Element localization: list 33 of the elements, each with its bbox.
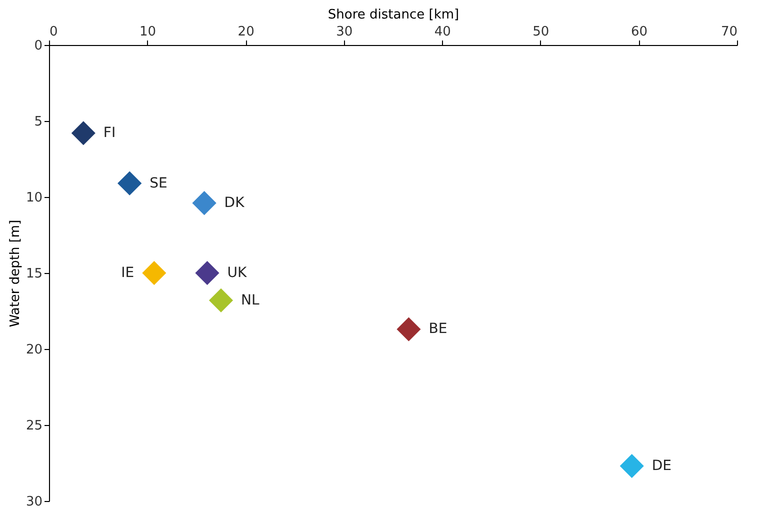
series-label: DE bbox=[652, 458, 672, 474]
y-tick-label: 0 bbox=[34, 38, 42, 54]
x-tick-label: 70 bbox=[720, 24, 738, 40]
y-axis-title: Water depth [m] bbox=[8, 220, 23, 328]
x-axis-title: Shore distance [km] bbox=[328, 8, 460, 22]
series-label: DK bbox=[224, 195, 246, 212]
x-tick-label: 20 bbox=[238, 24, 254, 40]
point bbox=[70, 120, 97, 146]
point bbox=[191, 190, 218, 216]
series-label: UK bbox=[227, 265, 248, 281]
x-tick-label: 40 bbox=[434, 24, 451, 40]
y-tick-label: 5 bbox=[34, 114, 42, 130]
y-tick-label: 25 bbox=[26, 418, 42, 434]
y-tick-label: 30 bbox=[26, 494, 42, 510]
x-tick-label: 60 bbox=[630, 24, 648, 40]
point bbox=[116, 170, 143, 197]
series-label: SE bbox=[150, 175, 168, 192]
series-label: FI bbox=[103, 125, 116, 142]
series-label: IE bbox=[121, 265, 134, 281]
series-label: BE bbox=[428, 321, 448, 338]
y-tick-label: 15 bbox=[26, 266, 42, 282]
x-tick-label: 30 bbox=[336, 24, 353, 40]
series-label: NL bbox=[241, 292, 260, 308]
point bbox=[140, 260, 168, 286]
x-tick-label: 10 bbox=[140, 24, 156, 40]
y-tick-label: 20 bbox=[26, 342, 42, 358]
point bbox=[194, 260, 220, 286]
x-tick-label: 50 bbox=[532, 24, 550, 40]
point bbox=[395, 316, 422, 342]
y-tick-label: 10 bbox=[26, 190, 42, 206]
point bbox=[208, 287, 234, 314]
x-tick-label: 0 bbox=[50, 24, 58, 40]
point bbox=[618, 452, 646, 480]
